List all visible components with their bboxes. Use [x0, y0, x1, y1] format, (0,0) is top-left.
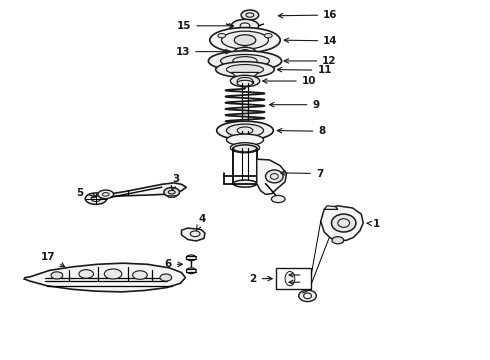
- Ellipse shape: [234, 47, 256, 56]
- Ellipse shape: [241, 10, 259, 20]
- Ellipse shape: [233, 180, 257, 187]
- Ellipse shape: [133, 271, 147, 279]
- Text: 16: 16: [278, 10, 338, 20]
- Text: 15: 15: [177, 21, 234, 31]
- Ellipse shape: [85, 193, 107, 204]
- Ellipse shape: [332, 237, 343, 244]
- Polygon shape: [321, 206, 363, 241]
- Ellipse shape: [265, 33, 272, 38]
- Ellipse shape: [79, 270, 94, 278]
- Ellipse shape: [51, 272, 63, 279]
- Polygon shape: [324, 206, 338, 210]
- Text: 12: 12: [284, 56, 337, 66]
- Ellipse shape: [226, 64, 264, 75]
- Ellipse shape: [230, 75, 260, 87]
- Ellipse shape: [233, 145, 257, 152]
- Text: 8: 8: [277, 126, 325, 136]
- Ellipse shape: [226, 134, 264, 145]
- Polygon shape: [86, 183, 186, 200]
- Ellipse shape: [234, 35, 256, 45]
- Text: 11: 11: [277, 65, 332, 75]
- Ellipse shape: [164, 188, 179, 197]
- Ellipse shape: [186, 268, 196, 274]
- Ellipse shape: [208, 51, 282, 71]
- Ellipse shape: [186, 255, 196, 261]
- Polygon shape: [24, 263, 185, 292]
- Ellipse shape: [220, 54, 270, 67]
- Text: 4: 4: [196, 215, 206, 230]
- Ellipse shape: [190, 231, 200, 237]
- Text: 3: 3: [171, 174, 179, 190]
- Text: 13: 13: [176, 46, 230, 57]
- Ellipse shape: [98, 190, 114, 199]
- Ellipse shape: [271, 195, 285, 203]
- Ellipse shape: [210, 28, 280, 53]
- Text: 17: 17: [41, 252, 65, 267]
- Ellipse shape: [299, 290, 317, 302]
- Text: 1: 1: [367, 219, 380, 229]
- Ellipse shape: [231, 19, 259, 32]
- Ellipse shape: [218, 33, 225, 38]
- Text: 5: 5: [76, 188, 97, 198]
- Ellipse shape: [104, 269, 122, 279]
- Ellipse shape: [285, 271, 295, 286]
- Ellipse shape: [230, 143, 260, 153]
- Ellipse shape: [221, 31, 269, 49]
- Text: 10: 10: [263, 76, 316, 86]
- Ellipse shape: [241, 47, 249, 51]
- Text: 2: 2: [249, 274, 272, 284]
- Polygon shape: [257, 159, 287, 194]
- Ellipse shape: [331, 214, 356, 232]
- Text: 14: 14: [284, 36, 338, 46]
- Polygon shape: [181, 228, 205, 241]
- FancyBboxPatch shape: [276, 268, 312, 289]
- Text: 9: 9: [270, 100, 319, 110]
- Ellipse shape: [226, 124, 264, 137]
- Polygon shape: [167, 196, 176, 197]
- Ellipse shape: [237, 80, 253, 86]
- Ellipse shape: [217, 121, 273, 140]
- Ellipse shape: [266, 170, 283, 183]
- Ellipse shape: [216, 62, 274, 77]
- Ellipse shape: [160, 274, 172, 281]
- Text: 7: 7: [281, 168, 323, 179]
- Polygon shape: [231, 72, 259, 77]
- Text: 6: 6: [165, 259, 182, 269]
